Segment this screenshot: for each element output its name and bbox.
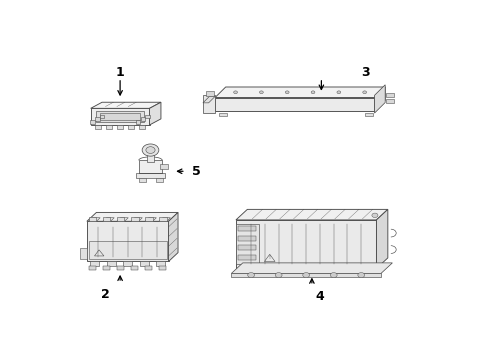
Bar [231,273,381,277]
Text: 5: 5 [192,165,201,178]
Bar [106,261,116,266]
Circle shape [234,91,238,94]
Text: 2: 2 [100,288,109,301]
Bar [128,125,134,129]
Bar [238,255,256,260]
Bar [159,217,167,221]
Bar [117,266,124,270]
Bar [206,91,215,96]
Bar [146,266,152,270]
Bar [156,178,163,182]
Circle shape [303,273,310,278]
Bar [136,173,165,178]
Text: !: ! [269,255,271,260]
Polygon shape [376,210,388,269]
Circle shape [142,144,159,156]
Polygon shape [131,218,142,221]
Bar [89,240,167,259]
Circle shape [337,91,341,94]
Bar [146,115,150,118]
Polygon shape [236,210,388,220]
Bar [100,115,104,118]
Bar [97,111,144,122]
Polygon shape [215,98,374,111]
Polygon shape [145,218,156,221]
Bar [160,164,168,169]
Polygon shape [149,102,161,125]
Circle shape [358,273,365,278]
Bar [219,113,227,116]
Bar [100,113,140,120]
Circle shape [363,91,367,94]
Text: 1: 1 [116,66,124,79]
Bar [117,125,123,129]
Bar [90,120,95,123]
Text: 4: 4 [315,290,324,303]
Polygon shape [215,87,385,98]
Bar [156,261,166,266]
Bar [89,217,97,221]
Bar [103,217,110,221]
Circle shape [146,147,155,153]
Bar [203,95,215,113]
Bar [139,178,146,182]
Polygon shape [374,85,385,113]
Polygon shape [169,212,178,261]
Bar [238,246,256,251]
Bar [365,113,373,116]
Bar [139,160,162,173]
Polygon shape [374,87,385,111]
Polygon shape [103,218,114,221]
Bar [238,236,256,241]
Bar [103,266,110,270]
Polygon shape [89,218,100,221]
Bar [106,125,112,129]
Bar [238,226,256,231]
Bar [136,120,141,123]
Text: 3: 3 [361,66,369,79]
Bar [89,266,96,270]
Bar [131,217,139,221]
Bar [131,266,138,270]
Bar [159,266,166,270]
Bar [145,217,152,221]
Bar [139,125,145,129]
Bar [386,93,394,97]
Bar [141,117,145,121]
Polygon shape [117,218,128,221]
Bar [147,153,153,162]
Polygon shape [91,108,149,125]
Polygon shape [236,220,376,269]
Bar [123,261,132,266]
Bar [95,125,101,129]
Circle shape [260,91,263,94]
Polygon shape [203,96,215,103]
Bar [386,99,394,103]
Polygon shape [87,221,169,261]
Polygon shape [231,263,392,273]
Bar [95,117,99,121]
Circle shape [275,273,282,278]
Polygon shape [87,212,178,221]
Bar [140,261,149,266]
Circle shape [311,91,315,94]
Bar [90,261,99,266]
Bar [80,248,87,259]
Polygon shape [159,218,171,221]
Bar [117,217,124,221]
Circle shape [330,273,337,278]
Circle shape [248,273,254,278]
Polygon shape [91,102,161,108]
Circle shape [372,213,378,217]
Circle shape [285,91,289,94]
Bar [236,224,260,264]
